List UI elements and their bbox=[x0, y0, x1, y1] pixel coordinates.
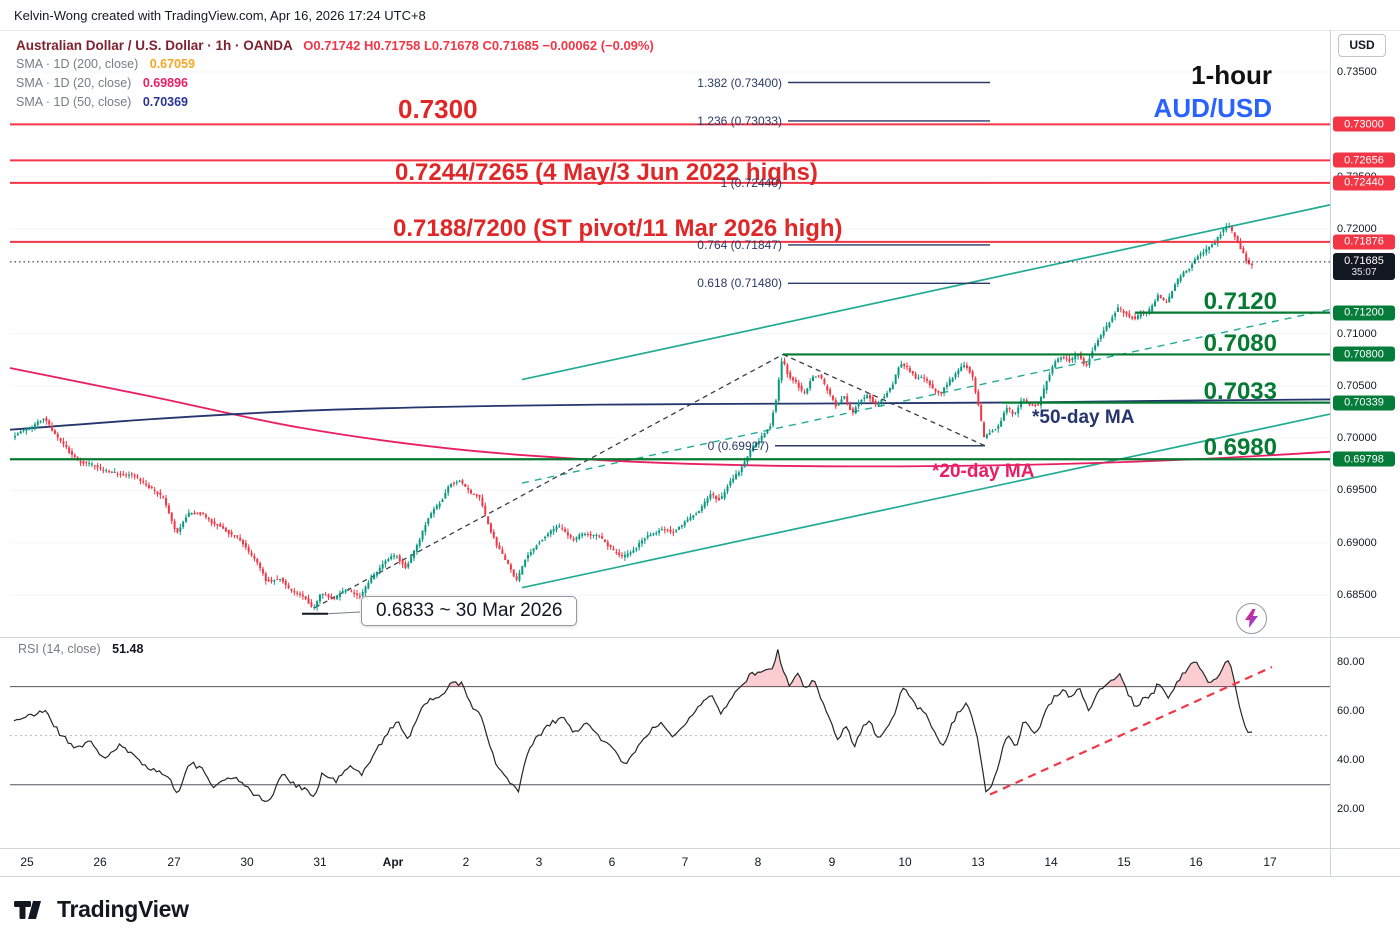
lightning-icon bbox=[1244, 609, 1259, 628]
flash-action-button[interactable] bbox=[1236, 603, 1267, 634]
sma50-label: SMA · 1D (50, close) bbox=[16, 95, 132, 109]
legend-sma50-row[interactable]: SMA · 1D (50, close) 0.70369 bbox=[16, 93, 654, 112]
sma200-label: SMA · 1D (200, close) bbox=[16, 57, 139, 71]
currency-axis-button[interactable]: USD bbox=[1338, 34, 1386, 57]
rsi-label: RSI (14, close) bbox=[18, 642, 101, 656]
sma20-value: 0.69896 bbox=[142, 76, 188, 90]
rsi-legend[interactable]: RSI (14, close) 51.48 bbox=[18, 642, 143, 656]
rsi-value: 51.48 bbox=[112, 642, 144, 656]
legend-sma200-row[interactable]: SMA · 1D (200, close) 0.67059 bbox=[16, 55, 654, 74]
sma20-label: SMA · 1D (20, close) bbox=[16, 76, 132, 90]
tradingview-brand[interactable]: TradingView bbox=[14, 896, 189, 923]
legend-sma20-row[interactable]: SMA · 1D (20, close) 0.69896 bbox=[16, 74, 654, 93]
sma50-value: 0.70369 bbox=[142, 95, 188, 109]
brand-text: TradingView bbox=[57, 896, 189, 922]
tradingview-logo-icon bbox=[14, 897, 48, 923]
symbol-title[interactable]: Australian Dollar / U.S. Dollar · 1h · O… bbox=[16, 38, 293, 53]
sma200-value: 0.67059 bbox=[149, 57, 195, 71]
